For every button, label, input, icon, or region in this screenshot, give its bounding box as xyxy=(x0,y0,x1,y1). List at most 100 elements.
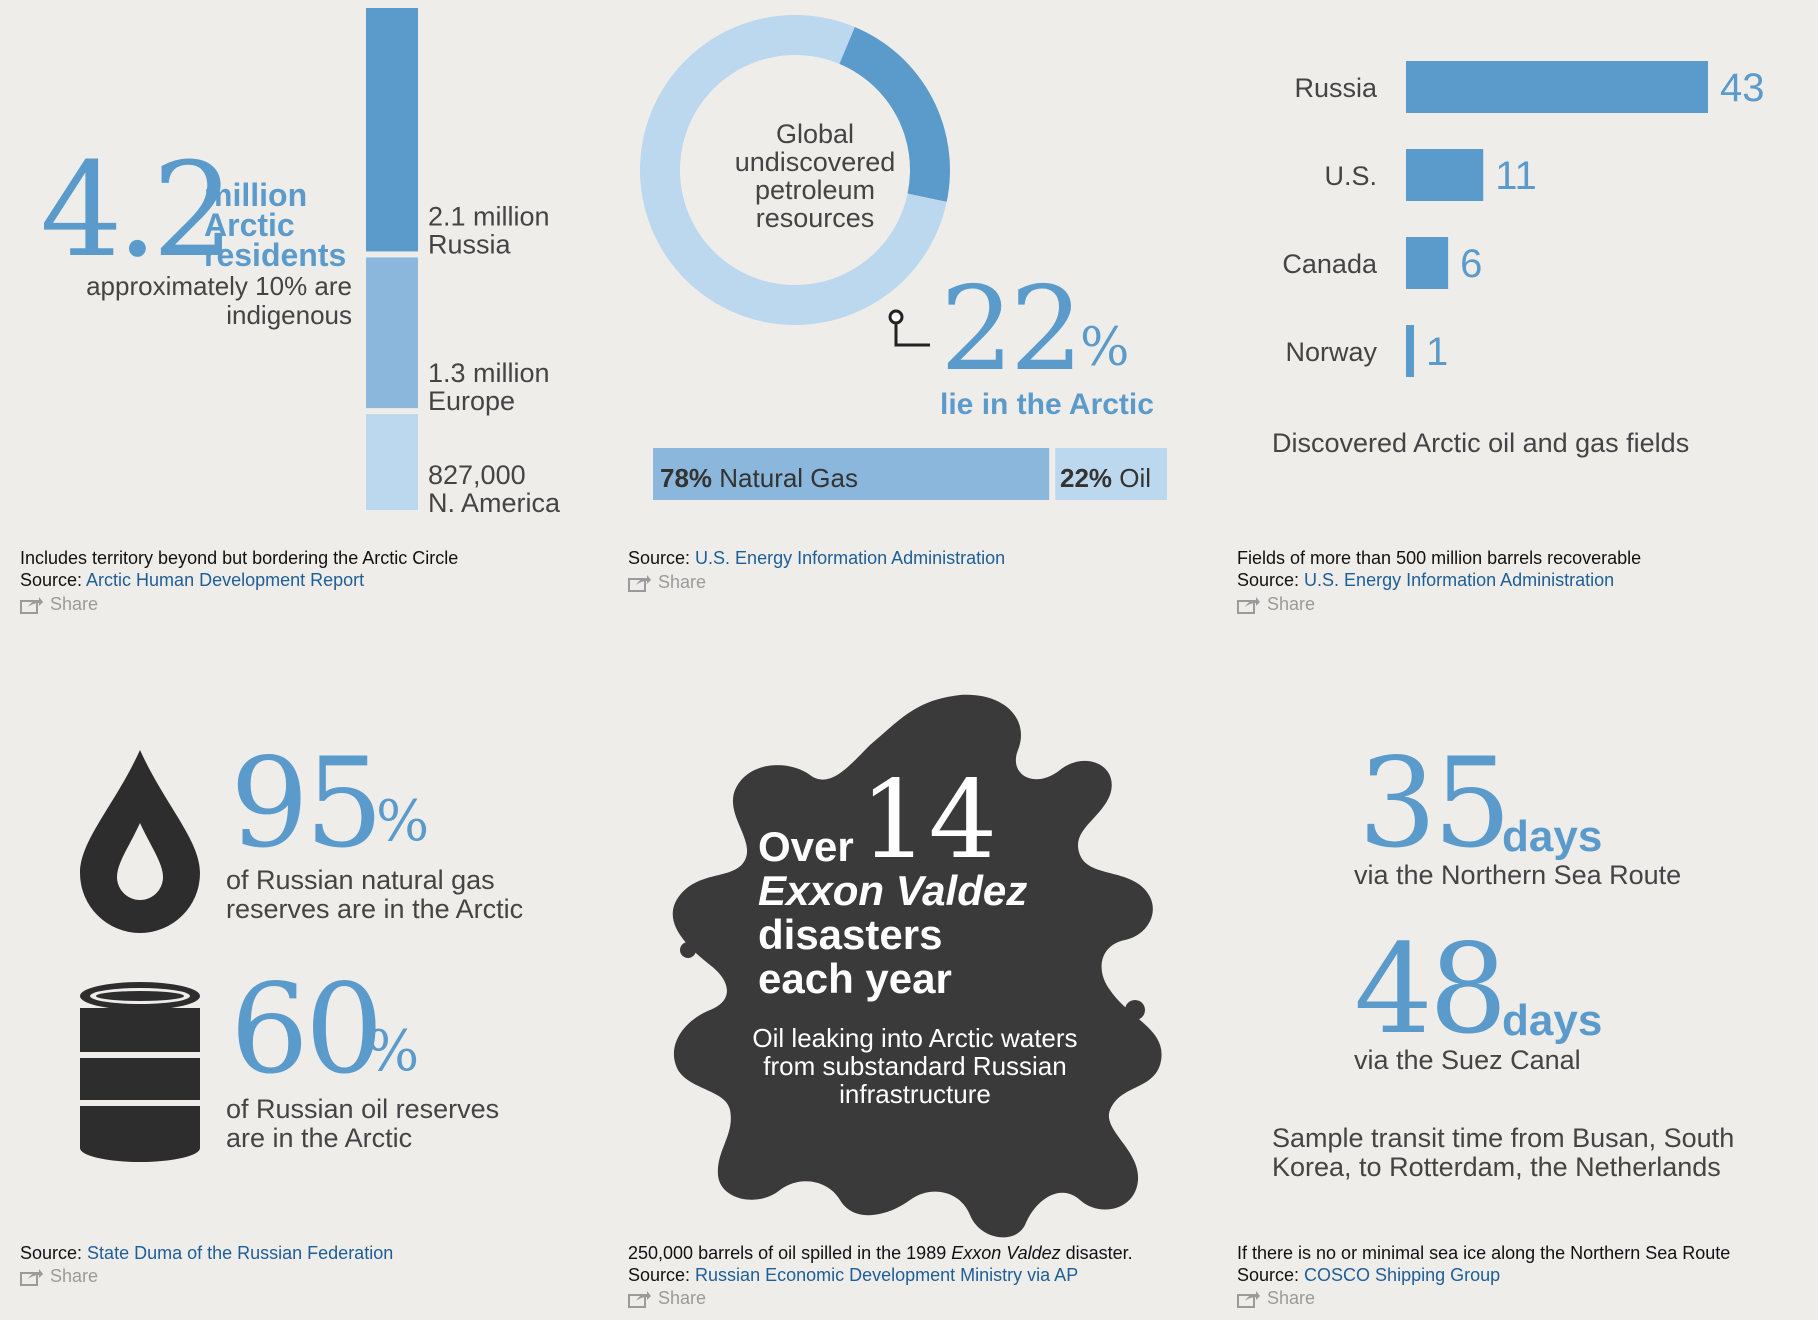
population-value-label: 1.3 million xyxy=(428,358,550,388)
nsr-route-label: via the Northern Sea Route xyxy=(1354,860,1682,890)
suez-days-unit: days xyxy=(1502,996,1603,1045)
spill-sub-2: from substandard Russian xyxy=(763,1051,1067,1081)
shipping-source-link[interactable]: COSCO Shipping Group xyxy=(1304,1265,1501,1285)
unit-line-2: Arctic xyxy=(204,207,295,243)
transit-note-line-1: Sample transit time from Busan, South xyxy=(1272,1123,1735,1153)
fields-share-button[interactable]: Share xyxy=(1237,594,1315,615)
gas-bar-label: 78% Natural Gas xyxy=(660,463,858,493)
field-value-label: 6 xyxy=(1460,242,1482,286)
field-bar-u-s- xyxy=(1406,149,1484,201)
population-region-label: Europe xyxy=(428,386,515,416)
spill-source-link[interactable]: Russian Economic Development Ministry vi… xyxy=(695,1265,1079,1285)
gas-reserves-text: of Russian natural gas reserves are in t… xyxy=(226,866,523,924)
spill-line-2: Exxon Valdez xyxy=(758,867,1028,914)
share-icon xyxy=(1237,1290,1260,1308)
fields-bar-chart: Russia 43 U.S. 11 Canada 6 Norway 1 xyxy=(1282,61,1765,377)
indigenous-line-1: approximately 10% are xyxy=(86,271,352,301)
fields-title: Discovered Arctic oil and gas fields xyxy=(1272,428,1690,458)
oil-barrel-icon xyxy=(80,982,200,1162)
residents-share-button[interactable]: Share xyxy=(20,594,98,615)
lie-in-arctic-label: lie in the Arctic xyxy=(940,388,1154,421)
residents-caption: Includes territory beyond but bordering … xyxy=(20,547,458,591)
field-country-label: Russia xyxy=(1294,73,1378,103)
population-region-label: Russia xyxy=(428,229,512,259)
share-bar-natural-gas xyxy=(653,448,1050,500)
shipping-caption: If there is no or minimal sea ice along … xyxy=(1237,1242,1730,1286)
spill-line-3: disasters xyxy=(758,911,943,958)
fields-source: Source: U.S. Energy Information Administ… xyxy=(1237,570,1615,590)
gas-reserves-line-1: of Russian natural gas xyxy=(226,865,495,895)
gas-pct: 78% xyxy=(660,463,713,493)
spill-subtext: Oil leaking into Arctic waters from subs… xyxy=(720,1024,1110,1108)
gas-reserves-line-2: reserves are in the Arctic xyxy=(226,894,524,924)
petroleum-donut xyxy=(640,15,1167,500)
fields-source-link[interactable]: U.S. Energy Information Administration xyxy=(1304,570,1615,590)
spill-headline: Over 14 Exxon Valdez disasters each year xyxy=(758,758,1028,1002)
fields-caption-text: Fields of more than 500 million barrels … xyxy=(1237,548,1642,568)
petroleum-source-link[interactable]: U.S. Energy Information Administration xyxy=(695,548,1006,568)
share-icon xyxy=(20,1268,43,1286)
share-icon xyxy=(628,1290,651,1308)
spill-share-button[interactable]: Share xyxy=(628,1288,706,1309)
donut-label-3: petroleum xyxy=(754,175,876,205)
donut-slice-arctic xyxy=(839,26,950,202)
spill-over-word: Over xyxy=(758,823,854,870)
spill-line-4: each year xyxy=(758,955,952,1002)
share-icon xyxy=(1237,596,1260,614)
field-value-label: 43 xyxy=(1720,66,1765,110)
shipping-caption-text: If there is no or minimal sea ice along … xyxy=(1237,1243,1731,1263)
shipping-source: Source: COSCO Shipping Group xyxy=(1237,1265,1501,1285)
petroleum-source: Source: U.S. Energy Information Administ… xyxy=(628,548,1006,568)
unit-line-3: residents xyxy=(204,237,347,273)
field-value-label: 1 xyxy=(1426,330,1448,374)
suez-route-label: via the Suez Canal xyxy=(1354,1045,1581,1075)
share-icon xyxy=(20,596,43,614)
oil-reserves-line-2: are in the Arctic xyxy=(226,1123,413,1153)
gas-reserves-number: 95 xyxy=(230,732,384,876)
arctic-share-percent: % xyxy=(1080,318,1130,378)
spill-number: 14 xyxy=(859,758,998,883)
donut-label-1: Global xyxy=(775,119,855,149)
reserves-source: Source: State Duma of the Russian Federa… xyxy=(20,1243,394,1263)
donut-pointer-dot xyxy=(888,309,904,325)
oil-drop-icon xyxy=(80,750,200,933)
spill-sub-1: Oil leaking into Arctic waters xyxy=(752,1023,1078,1053)
petroleum-share-button[interactable]: Share xyxy=(628,572,706,593)
nsr-days-number: 35 xyxy=(1358,732,1512,876)
share-icon xyxy=(628,574,651,592)
transit-note: Sample transit time from Busan, South Ko… xyxy=(1272,1124,1734,1182)
field-bar-norway xyxy=(1406,325,1414,377)
population-bar-russia xyxy=(366,8,418,252)
population-bar-n-america xyxy=(366,414,418,510)
donut-label-4: resources xyxy=(755,203,875,233)
field-value-label: 11 xyxy=(1495,154,1537,198)
reserves-source-link[interactable]: State Duma of the Russian Federation xyxy=(87,1243,394,1263)
donut-pointer-line xyxy=(894,323,930,347)
indigenous-note: approximately 10% are indigenous xyxy=(40,272,352,330)
donut-center-label: Global undiscovered petroleum resources xyxy=(710,120,920,232)
residents-source-link[interactable]: Arctic Human Development Report xyxy=(86,570,365,590)
nsr-days-unit: days xyxy=(1502,812,1603,861)
oil-reserves-percent: % xyxy=(366,1019,420,1084)
oil-reserves-number: 60 xyxy=(230,958,384,1102)
population-bar-europe xyxy=(366,257,418,409)
shipping-share-button[interactable]: Share xyxy=(1237,1288,1315,1309)
field-country-label: Canada xyxy=(1282,249,1378,279)
donut-label-2: undiscovered xyxy=(734,147,896,177)
spill-source: Source: Russian Economic Development Min… xyxy=(628,1265,1079,1285)
spill-sub-3: infrastructure xyxy=(839,1079,991,1109)
unit-line-1: million xyxy=(204,177,308,213)
field-country-label: Norway xyxy=(1285,337,1377,367)
spill-caption-text: 250,000 barrels of oil spilled in the 19… xyxy=(628,1243,1133,1263)
oil-reserves-line-1: of Russian oil reserves xyxy=(226,1094,500,1124)
population-region-label: N. America xyxy=(428,488,561,518)
residents-caption-text: Includes territory beyond but bordering … xyxy=(20,548,459,568)
residents-big-number: 4.2 xyxy=(40,134,235,286)
arctic-share-number: 22 xyxy=(940,262,1084,397)
oil-splat-shape xyxy=(672,694,1162,1238)
field-country-label: U.S. xyxy=(1324,161,1377,191)
share-bar-oil xyxy=(1055,448,1167,500)
reserves-share-button[interactable]: Share xyxy=(20,1266,98,1287)
fields-caption: Fields of more than 500 million barrels … xyxy=(1237,547,1641,591)
